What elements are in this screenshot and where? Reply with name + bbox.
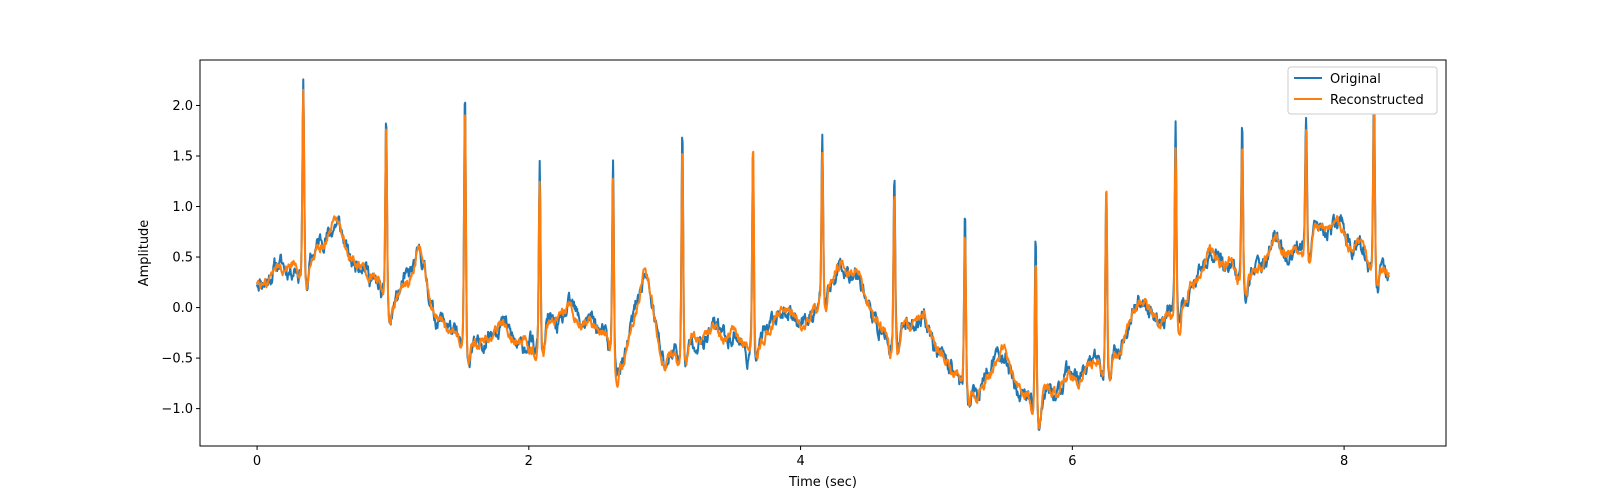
y-tick-label: −1.0	[161, 402, 193, 417]
x-axis: 0 2 4 6 8	[253, 446, 1348, 469]
y-axis-label: Amplitude	[137, 220, 152, 287]
legend-label-reconstructed: Reconstructed	[1330, 93, 1424, 108]
plot-area-frame	[199, 59, 1447, 447]
y-axis: −1.0 −0.5 0.0 0.5 1.0 1.5 2.0	[161, 99, 200, 417]
y-tick-label: −0.5	[161, 352, 193, 367]
y-tick-label: 0.5	[172, 251, 193, 266]
series-line-reconstructed	[256, 88, 1390, 430]
legend-box	[1287, 66, 1438, 115]
x-tick-label: 4	[796, 454, 804, 469]
x-axis-label: Time (sec)	[788, 475, 857, 490]
y-tick-label: 1.0	[172, 200, 193, 215]
x-tick-label: 0	[253, 454, 261, 469]
y-tick-label: 2.0	[172, 99, 193, 114]
x-tick-label: 2	[525, 454, 533, 469]
y-tick-label: 1.5	[172, 149, 193, 164]
series-layer	[256, 78, 1390, 431]
legend: Original Reconstructed	[1287, 66, 1438, 115]
legend-label-original: Original	[1330, 72, 1381, 87]
x-tick-label: 6	[1068, 454, 1076, 469]
x-tick-label: 8	[1340, 454, 1348, 469]
y-tick-label: 0.0	[172, 301, 193, 316]
